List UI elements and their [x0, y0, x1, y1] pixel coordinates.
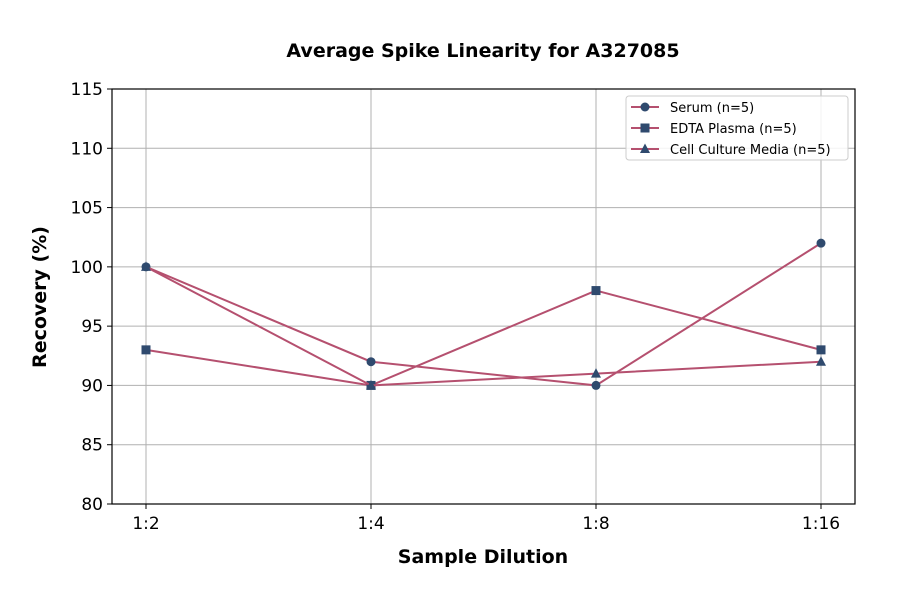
data-point-square: [141, 345, 151, 355]
y-tick-label: 95: [81, 317, 103, 337]
legend-entry: Cell Culture Media (n=5): [631, 143, 831, 158]
y-axis-label: Recovery (%): [29, 226, 51, 368]
y-tick-label: 90: [81, 376, 103, 396]
plot-area-frame: [111, 88, 856, 505]
legend-label: EDTA Plasma (n=5): [670, 122, 797, 137]
legend: Serum (n=5) EDTA Plasma (n=5) Cell Culture…: [625, 95, 849, 161]
data-point-circle: [591, 380, 601, 390]
y-tick-label: 80: [81, 495, 103, 515]
y-tick-label: 100: [71, 258, 103, 278]
legend-label: Cell Culture Media (n=5): [670, 143, 831, 158]
legend-box: [625, 95, 849, 161]
x-tick-label: 1:4: [357, 514, 384, 534]
data-point-square: [591, 286, 601, 296]
legend-marker-square: [640, 123, 650, 133]
series-line: [145, 265, 822, 387]
data-point-triangle: [591, 368, 601, 378]
data-point-square: [816, 345, 826, 355]
series-line: [145, 242, 822, 387]
data-point-triangle: [141, 261, 151, 271]
x-tick-label: 1:2: [132, 514, 159, 534]
legend-entry: EDTA Plasma (n=5): [631, 122, 797, 137]
legend-marker-triangle: [640, 143, 650, 153]
y-tick-label: 110: [71, 139, 103, 159]
legend-marker-circle: [640, 102, 650, 112]
x-tick-label: 1:8: [582, 514, 609, 534]
x-tick-label: 1:16: [802, 514, 840, 534]
data-point-triangle: [816, 356, 826, 366]
y-tick-label: 115: [71, 80, 103, 100]
x-axis-label: Sample Dilution: [398, 546, 568, 568]
series-line: [145, 289, 822, 387]
y-tick-label: 85: [81, 436, 103, 456]
series-triangle: [141, 261, 826, 390]
data-point-circle: [816, 238, 826, 248]
chart-title: Average Spike Linearity for A327085: [286, 40, 679, 62]
legend-entry: Serum (n=5): [631, 101, 754, 116]
data-point-circle: [366, 357, 376, 367]
data-point-triangle: [366, 379, 376, 390]
legend-label: Serum (n=5): [670, 101, 754, 116]
y-tick-label: 105: [71, 199, 103, 219]
